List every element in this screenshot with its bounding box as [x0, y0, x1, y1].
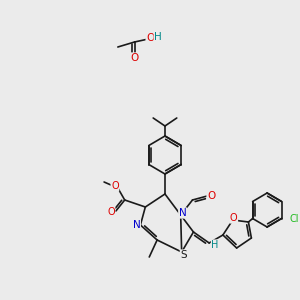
Text: O: O	[207, 191, 215, 201]
Text: H: H	[154, 32, 162, 42]
Text: O: O	[146, 33, 154, 43]
Text: N: N	[179, 208, 187, 218]
Text: O: O	[130, 53, 139, 63]
Text: H: H	[212, 240, 219, 250]
Text: N: N	[133, 220, 140, 230]
Text: O: O	[230, 213, 238, 223]
Text: O: O	[111, 181, 119, 191]
Text: O: O	[107, 207, 115, 217]
Text: S: S	[180, 250, 187, 260]
Text: Cl: Cl	[290, 214, 299, 224]
